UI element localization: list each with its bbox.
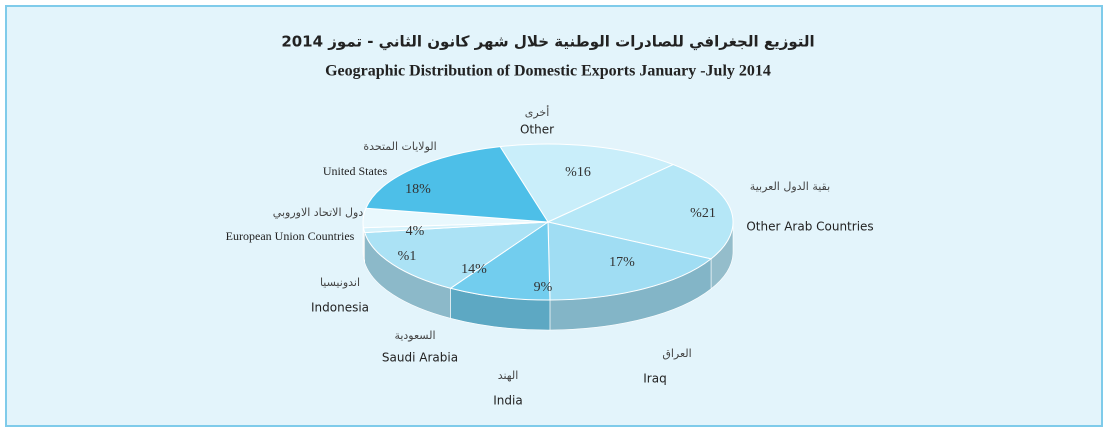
data-label: 14% (461, 262, 487, 277)
category-label: Saudi Arabia (382, 351, 458, 365)
category-label: Other Arab Countries (746, 220, 873, 234)
category-label-arabic: الهند (498, 369, 519, 382)
category-label: Other (520, 123, 554, 137)
category-label: United States (323, 164, 388, 178)
slice (546, 164, 734, 260)
data-label: 9% (534, 280, 553, 295)
category-label-arabic: الولايات المتحدة (363, 140, 436, 153)
slice (364, 221, 550, 289)
data-label: %21 (690, 206, 716, 221)
slice (365, 146, 549, 223)
category-label-arabic: دول الاتحاد الاوروبي (273, 206, 364, 219)
slice (547, 221, 713, 301)
category-label-arabic: اندونيسيا (320, 276, 360, 289)
slice (499, 143, 675, 223)
category-label-arabic: بقية الدول العربية (750, 180, 830, 193)
category-label: India (493, 394, 522, 408)
data-label: 17% (609, 255, 635, 270)
category-label-arabic: أخرى (525, 105, 550, 119)
data-label: 18% (405, 182, 431, 197)
data-label: %16 (565, 165, 591, 180)
data-label: 4% (406, 224, 425, 239)
chart-title-arabic: التوزيع الجغرافي للصادرات الوطنية خلال ش… (281, 33, 814, 51)
category-label: Iraq (643, 372, 666, 386)
data-label: %1 (398, 249, 417, 264)
category-label-arabic: العراق (662, 347, 691, 360)
slice (449, 221, 551, 301)
chart-title: Geographic Distribution of Domestic Expo… (325, 63, 771, 80)
category-label-arabic: السعودية (394, 329, 435, 342)
category-label: Indonesia (311, 301, 369, 315)
category-label: European Union Countries (226, 229, 355, 243)
